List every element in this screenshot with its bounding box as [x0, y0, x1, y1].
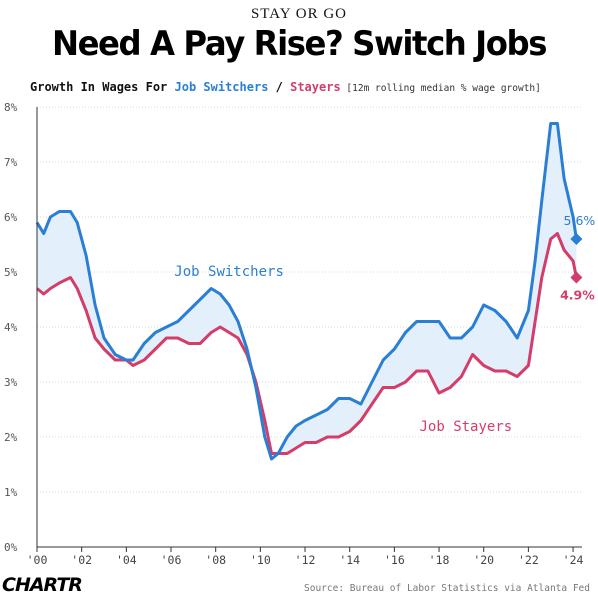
grid-lines [37, 106, 582, 493]
axes [36, 107, 582, 552]
tick-labels: 0% 1% 2% 3% 4% 5% 6% 7% 8% '00 '02 '04 '06 '08 '10 '12 '… [4, 101, 584, 567]
x-tick-label: '04 [116, 553, 137, 567]
subtitle-stayers: Stayers [290, 80, 341, 94]
subtitle-lead: Growth In Wages For [30, 80, 175, 94]
subtitle-separator: / [268, 80, 291, 94]
series-line-switchers [35, 122, 578, 461]
end-value-switchers: 5.6% [564, 213, 596, 228]
end-marker-switchers [570, 233, 583, 245]
x-tick-label: '16 [384, 553, 405, 567]
subtitle-note: [12m rolling median % wage growth] [340, 83, 541, 94]
y-tick-label: 0% [4, 541, 18, 554]
y-tick-label: 2% [4, 431, 18, 444]
series-line-stayers [36, 232, 578, 455]
end-value-stayers: 4.9% [560, 288, 595, 303]
y-tick-label: 1% [4, 486, 18, 499]
x-tick-label: '10 [250, 553, 271, 567]
x-tick-label: '20 [473, 553, 494, 567]
y-tick-label: 6% [4, 211, 18, 224]
x-tick-label: '06 [161, 553, 182, 567]
chart-title: Need A Pay Rise? Switch Jobs [51, 24, 548, 64]
y-tick-label: 8% [4, 101, 18, 114]
series-lines [35, 122, 578, 461]
gap-fill [37, 123, 577, 459]
x-tick-label: '18 [429, 553, 450, 567]
x-tick-label: '24 [563, 553, 584, 567]
end-markers [570, 233, 583, 284]
x-tick-label: '00 [27, 553, 48, 567]
series-label-switchers: Job Switchers [174, 264, 284, 280]
x-tick-label: '14 [339, 553, 360, 567]
annotations: 5.6% 4.9% Job Switchers Job Stayers [174, 213, 595, 435]
x-tick-label: '08 [205, 553, 226, 567]
source-note: Source: Bureau of Labor Statistics via A… [304, 583, 590, 594]
brand-logo: CHARTR [2, 574, 83, 596]
y-tick-label: 4% [4, 321, 18, 334]
subtitle-switchers: Job Switchers [174, 80, 269, 94]
chart-subtitle: Growth In Wages For Job Switchers / Stay… [30, 80, 590, 94]
y-tick-label: 5% [4, 266, 18, 279]
x-tick-label: '22 [518, 553, 539, 567]
x-tick-label: '12 [295, 553, 316, 567]
series-label-stayers: Job Stayers [419, 419, 512, 435]
end-marker-stayers [570, 271, 583, 284]
y-tick-label: 3% [4, 376, 18, 389]
gap-fill-layer [37, 123, 577, 459]
y-tick-label: 7% [4, 156, 18, 169]
kicker: STAY OR GO [250, 6, 348, 22]
x-tick-label: '02 [71, 553, 92, 567]
